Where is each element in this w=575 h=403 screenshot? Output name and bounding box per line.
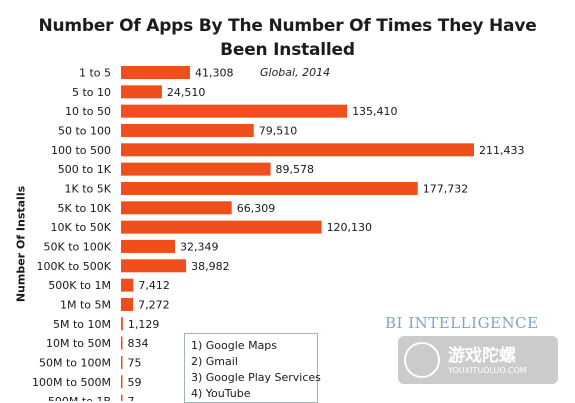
bar-value-label: 79,510 <box>259 124 298 137</box>
category-label: 100K to 500K <box>37 260 112 273</box>
bar <box>121 355 123 369</box>
spinning-top-icon <box>404 342 440 378</box>
bar-value-label: 177,732 <box>423 182 469 195</box>
legend-item: 4) YouTube <box>191 387 251 400</box>
bar <box>121 162 271 176</box>
bar <box>121 375 123 389</box>
bar <box>121 66 190 79</box>
category-label: 100M to 500M <box>32 376 111 389</box>
bar <box>121 278 134 292</box>
category-label: 1K to 5K <box>65 182 112 195</box>
bar-value-label: 120,130 <box>327 221 373 234</box>
logo-text-en: YOUXITUOLUO.COM <box>448 366 527 375</box>
bar-value-label: 75 <box>128 356 142 369</box>
category-label: 10 to 50 <box>65 105 111 118</box>
bar-value-label: 89,578 <box>276 163 315 176</box>
bar <box>121 123 254 137</box>
bar <box>121 259 187 273</box>
bar-value-label: 135,410 <box>352 105 398 118</box>
chart-title-line-1: Number Of Apps By The Number Of Times Th… <box>38 16 537 36</box>
bar-value-label: 7 <box>128 395 135 401</box>
chart-subtitle: Global, 2014 <box>260 66 331 79</box>
bar <box>121 181 418 195</box>
category-label: 500M to 1B <box>48 395 111 401</box>
bar <box>121 394 123 401</box>
category-label: 5 to 10 <box>72 86 111 99</box>
chart-title-line-2: Been Installed <box>220 40 355 60</box>
category-label: 500K to 1M <box>48 279 111 292</box>
category-label: 5M to 10M <box>53 318 111 331</box>
category-label: 5K to 10K <box>58 202 112 215</box>
bar-value-label: 38,982 <box>191 260 230 273</box>
bar-value-label: 1,129 <box>128 318 160 331</box>
bar <box>121 201 232 215</box>
bar <box>121 239 176 253</box>
youxituoluo-logo: 游戏陀螺 YOUXITUOLUO.COM <box>398 336 558 384</box>
logo-text-cn: 游戏陀螺 <box>448 346 516 366</box>
legend-item: 1) Google Maps <box>191 339 278 352</box>
bar-value-label: 59 <box>128 376 142 389</box>
bar-value-label: 211,433 <box>479 144 525 157</box>
bar-value-label: 834 <box>128 337 149 350</box>
category-label: 1M to 5M <box>60 298 111 311</box>
bar <box>121 297 134 311</box>
legend-item: 3) Google Play Services <box>191 371 321 384</box>
bar-value-label: 7,412 <box>138 279 170 292</box>
category-label: 10M to 50M <box>46 337 111 350</box>
bar-value-label: 32,349 <box>180 240 219 253</box>
bar <box>121 85 162 99</box>
bar <box>121 143 474 157</box>
bar <box>121 317 123 331</box>
bar-value-label: 24,510 <box>167 86 206 99</box>
bar <box>121 104 348 118</box>
category-label: 50K to 100K <box>44 240 112 253</box>
category-label: 100 to 500 <box>51 144 111 157</box>
legend-item: 2) Gmail <box>191 355 238 368</box>
bar-value-label: 7,272 <box>138 298 170 311</box>
bi-intelligence-watermark: BI INTELLIGENCE <box>385 314 539 332</box>
category-label: 50M to 100M <box>39 356 111 369</box>
category-label: 1 to 5 <box>79 67 111 80</box>
bar <box>121 220 322 234</box>
top-apps-legend: 1) Google Maps 2) Gmail 3) Google Play S… <box>184 333 321 403</box>
category-label: 500 to 1K <box>58 163 112 176</box>
category-label: 10K to 50K <box>51 221 112 234</box>
bar <box>121 336 123 350</box>
bar-value-label: 41,308 <box>195 67 234 80</box>
category-label: 50 to 100 <box>58 124 111 137</box>
bar-value-label: 66,309 <box>237 202 276 215</box>
